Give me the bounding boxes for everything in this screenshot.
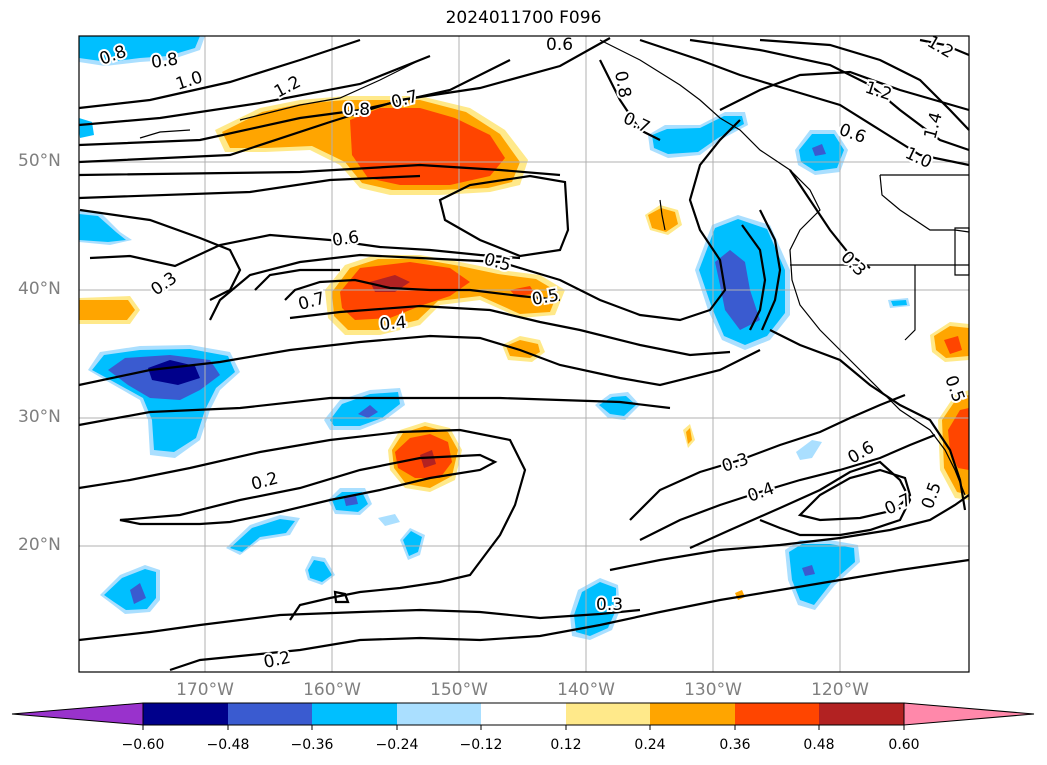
lat-label: 30°N — [18, 407, 61, 427]
colorbar-extend-low — [11, 702, 144, 726]
lon-label: 130°W — [684, 680, 742, 700]
map-plot-area: 0.8 0.8 1.0 1.2 0.8 0.7 0.6 0.8 0.7 1.2 … — [78, 30, 970, 675]
lon-label: 140°W — [557, 680, 615, 700]
contour-label: 0.8 — [343, 100, 370, 120]
colorbar-tick-label: 0.36 — [719, 737, 751, 753]
colorbar-swatch — [397, 703, 481, 725]
colorbar-swatch — [312, 703, 397, 725]
colorbar — [11, 702, 1035, 730]
contour-label: 0.6 — [331, 227, 361, 251]
colorbar-tick-label: −0.36 — [290, 737, 334, 753]
map-title: 2024011700 F096 — [445, 8, 602, 28]
colorbar-tick-label: 0.48 — [803, 737, 835, 753]
lon-label: 150°W — [430, 680, 488, 700]
colorbar-tick-label: 0.12 — [550, 737, 582, 753]
contour-label: 0.6 — [546, 35, 573, 55]
map-border — [78, 35, 970, 673]
coastlines — [139, 39, 970, 496]
colorbar-tick-label: 0.60 — [888, 737, 920, 753]
contour-lines — [78, 37, 970, 672]
colorbar-tick-label: −0.12 — [459, 737, 503, 753]
colorbar-swatch — [228, 703, 312, 725]
lat-label: 50°N — [18, 151, 61, 171]
colorbar-swatch — [566, 703, 650, 725]
lon-label: 120°W — [811, 680, 869, 700]
colorbar-tick-label: −0.60 — [121, 737, 165, 753]
lat-label: 20°N — [18, 535, 61, 555]
colorbar-tick-label: −0.48 — [206, 737, 250, 753]
contour-label: 0.8 — [150, 49, 180, 73]
colorbar-tick-label: 0.24 — [634, 737, 666, 753]
colorbar-swatch — [650, 703, 735, 725]
colorbar-swatch — [819, 703, 904, 725]
contour-label: 0.3 — [596, 595, 623, 615]
lat-label: 40°N — [18, 279, 61, 299]
contour-label: 0.4 — [379, 313, 408, 335]
lon-label: 160°W — [303, 680, 361, 700]
colorbar-extend-high — [903, 702, 1035, 726]
colorbar-tick-label: −0.24 — [375, 737, 419, 753]
colorbar-swatch — [481, 703, 566, 725]
colorbar-swatch — [735, 703, 819, 725]
lon-label: 170°W — [176, 680, 234, 700]
colorbar-swatch — [143, 703, 228, 725]
